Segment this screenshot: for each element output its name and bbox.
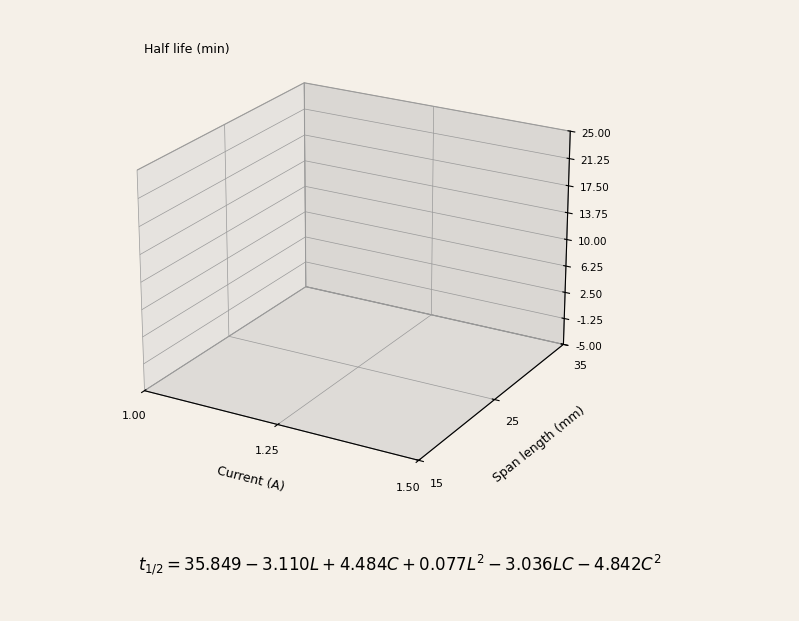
Y-axis label: Span length (mm): Span length (mm) xyxy=(491,404,587,485)
Text: Half life (min): Half life (min) xyxy=(144,43,229,57)
X-axis label: Current (A): Current (A) xyxy=(216,465,286,494)
Text: $t_{1/2} = 35.849 - 3.110L + 4.484C + 0.077L^2 - 3.036LC - 4.842C^2$: $t_{1/2} = 35.849 - 3.110L + 4.484C + 0.… xyxy=(137,553,662,578)
